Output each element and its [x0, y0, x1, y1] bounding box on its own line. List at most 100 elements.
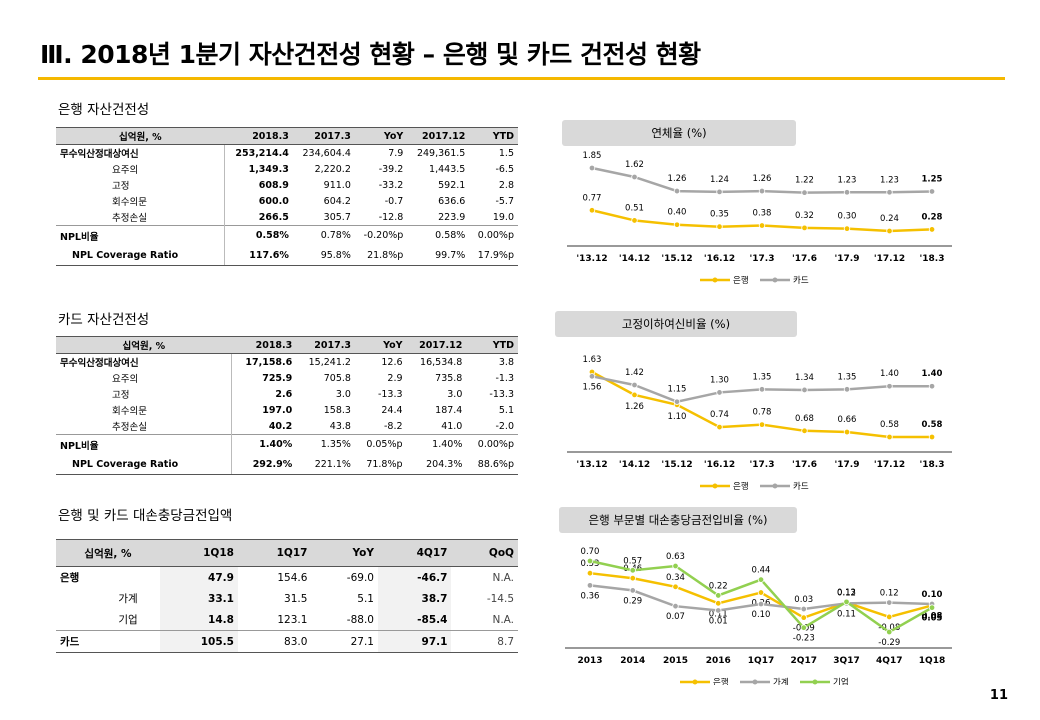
data-point: [715, 607, 722, 614]
row-label: 회수의문: [112, 197, 147, 208]
bank-table-label: 은행 자산건전성: [58, 102, 150, 118]
data-point: [886, 628, 893, 636]
row-label: NPL비율: [56, 225, 225, 246]
card-asset-quality-table: 십억원, % 2018.3 2017.3 YoY 2017.12 YTD 무수익산정대상여신…: [56, 336, 518, 475]
data-point: [629, 587, 636, 594]
data-label: 0.01: [709, 616, 728, 626]
data-point: [928, 433, 936, 441]
table-row: 요주의 1,349.3 2,220.2 -39.2 1,443.5 -6.5: [56, 161, 518, 177]
data-point: [672, 583, 679, 591]
row-label: NPL Coverage Ratio: [56, 454, 232, 475]
legend-marker: [712, 277, 718, 283]
row-label: NPL비율: [56, 434, 232, 455]
data-point: [586, 582, 594, 589]
table-cell: -6.5: [495, 163, 514, 175]
table-cell: 97.1: [377, 630, 452, 653]
table-cell: 15,241.2: [296, 353, 355, 370]
data-label: 0.78: [753, 408, 772, 418]
data-label: 0.58: [880, 420, 899, 430]
data-label: 0.44: [752, 566, 771, 576]
data-label: 1.26: [753, 174, 772, 184]
x-tick-label: '18.3: [920, 460, 945, 470]
row-sublabel: 기업: [118, 614, 138, 626]
data-label: -0.08: [878, 623, 900, 633]
data-label: 1.35: [753, 372, 772, 382]
data-point: [801, 386, 808, 394]
indent-cell: [56, 418, 108, 435]
table-cell: 197.0: [231, 402, 297, 418]
table-row: 추정손실 40.2 43.8 -8.2 41.0 -2.0: [56, 418, 518, 435]
data-label: 0.34: [666, 573, 685, 583]
table-cell: 305.7: [323, 211, 351, 223]
x-tick-label: 2015: [663, 656, 688, 666]
x-tick-label: '14.12: [619, 460, 650, 470]
table-row: NPL Coverage Ratio 292.9% 221.1% 71.8%p 204.…: [56, 454, 518, 475]
legend-marker: [812, 679, 818, 685]
data-point: [758, 386, 766, 393]
data-point: [716, 423, 723, 431]
column-header: YTD: [466, 336, 518, 354]
table-cell: 123.1: [277, 613, 308, 626]
table-cell: 21.8%p: [354, 245, 408, 266]
data-label: 0.77: [583, 193, 602, 203]
x-tick-label: '15.12: [661, 254, 692, 264]
table-cell: 38.7: [377, 588, 452, 609]
table-cell: 0.05%p: [354, 434, 407, 455]
table-cell: 234,604.4: [292, 144, 355, 161]
data-label: 1.56: [583, 382, 602, 392]
row-sublabel: 가계: [118, 593, 138, 605]
row-sublabel: [96, 630, 160, 653]
table-row: 무수익산정대상여신 253,214.4 234,604.4 7.9 249,361.5 1…: [56, 144, 518, 161]
x-tick-label: 1Q18: [919, 656, 945, 666]
chart-title-npl: 고정이하여신비율 (%): [555, 311, 797, 337]
x-tick-label: '17.9: [835, 254, 860, 264]
data-label: 0.13: [837, 588, 856, 598]
table-cell: 292.9%: [231, 454, 297, 475]
row-label: 고정: [112, 181, 130, 192]
table-cell: 16,534.8: [406, 353, 467, 370]
data-label: 1.26: [625, 402, 644, 412]
row-label: 무수익산정대상여신: [56, 144, 225, 161]
data-point: [672, 602, 679, 610]
column-header: 십억원, %: [56, 336, 232, 354]
card-table-label: 카드 자산건전성: [58, 312, 150, 328]
column-header: 십억원, %: [56, 127, 225, 145]
data-label: 1.22: [795, 176, 814, 186]
x-tick-label: '13.12: [576, 254, 607, 264]
table-cell: 7.9: [354, 144, 408, 161]
table-cell: 8.7: [451, 630, 518, 653]
data-point: [886, 227, 893, 235]
data-label: 1.42: [625, 368, 644, 378]
x-tick-label: '17.9: [835, 460, 860, 470]
row-label: 회수의문: [112, 406, 147, 417]
column-header: 4Q17: [377, 539, 452, 567]
table-cell: 99.7%: [407, 245, 470, 266]
data-label: 0.74: [710, 410, 729, 420]
table-cell: -13.3: [489, 388, 514, 400]
data-point: [757, 589, 765, 596]
data-point: [886, 383, 893, 390]
row-label: 추정손실: [112, 422, 147, 433]
table-cell: 5.1: [498, 404, 514, 416]
table-cell: -0.20%p: [354, 225, 408, 246]
data-label: 1.40: [922, 369, 943, 379]
table-cell: 0.00%p: [469, 225, 518, 246]
x-tick-label: '17.3: [750, 254, 775, 264]
table-row: 고정 2.6 3.0 -13.3 3.0 -13.3: [56, 386, 518, 402]
data-label: 0.22: [709, 581, 728, 591]
x-tick-label: 3Q17: [833, 656, 859, 666]
data-point: [801, 427, 808, 435]
x-tick-label: 2016: [706, 656, 731, 666]
data-label: 1.30: [710, 375, 729, 385]
data-label: 0.57: [623, 556, 642, 566]
data-point: [928, 188, 936, 195]
chart-title-delinquency: 연체율 (%): [562, 120, 796, 146]
table-cell: 592.1: [438, 179, 466, 191]
data-point: [800, 624, 807, 631]
table-cell: N.A.: [492, 571, 514, 584]
data-point: [758, 222, 766, 229]
data-label: 0.05: [922, 614, 943, 624]
table-cell: 0.58%: [407, 225, 470, 246]
data-label: 0.08: [922, 611, 943, 621]
table-cell: 12.6: [354, 353, 407, 370]
